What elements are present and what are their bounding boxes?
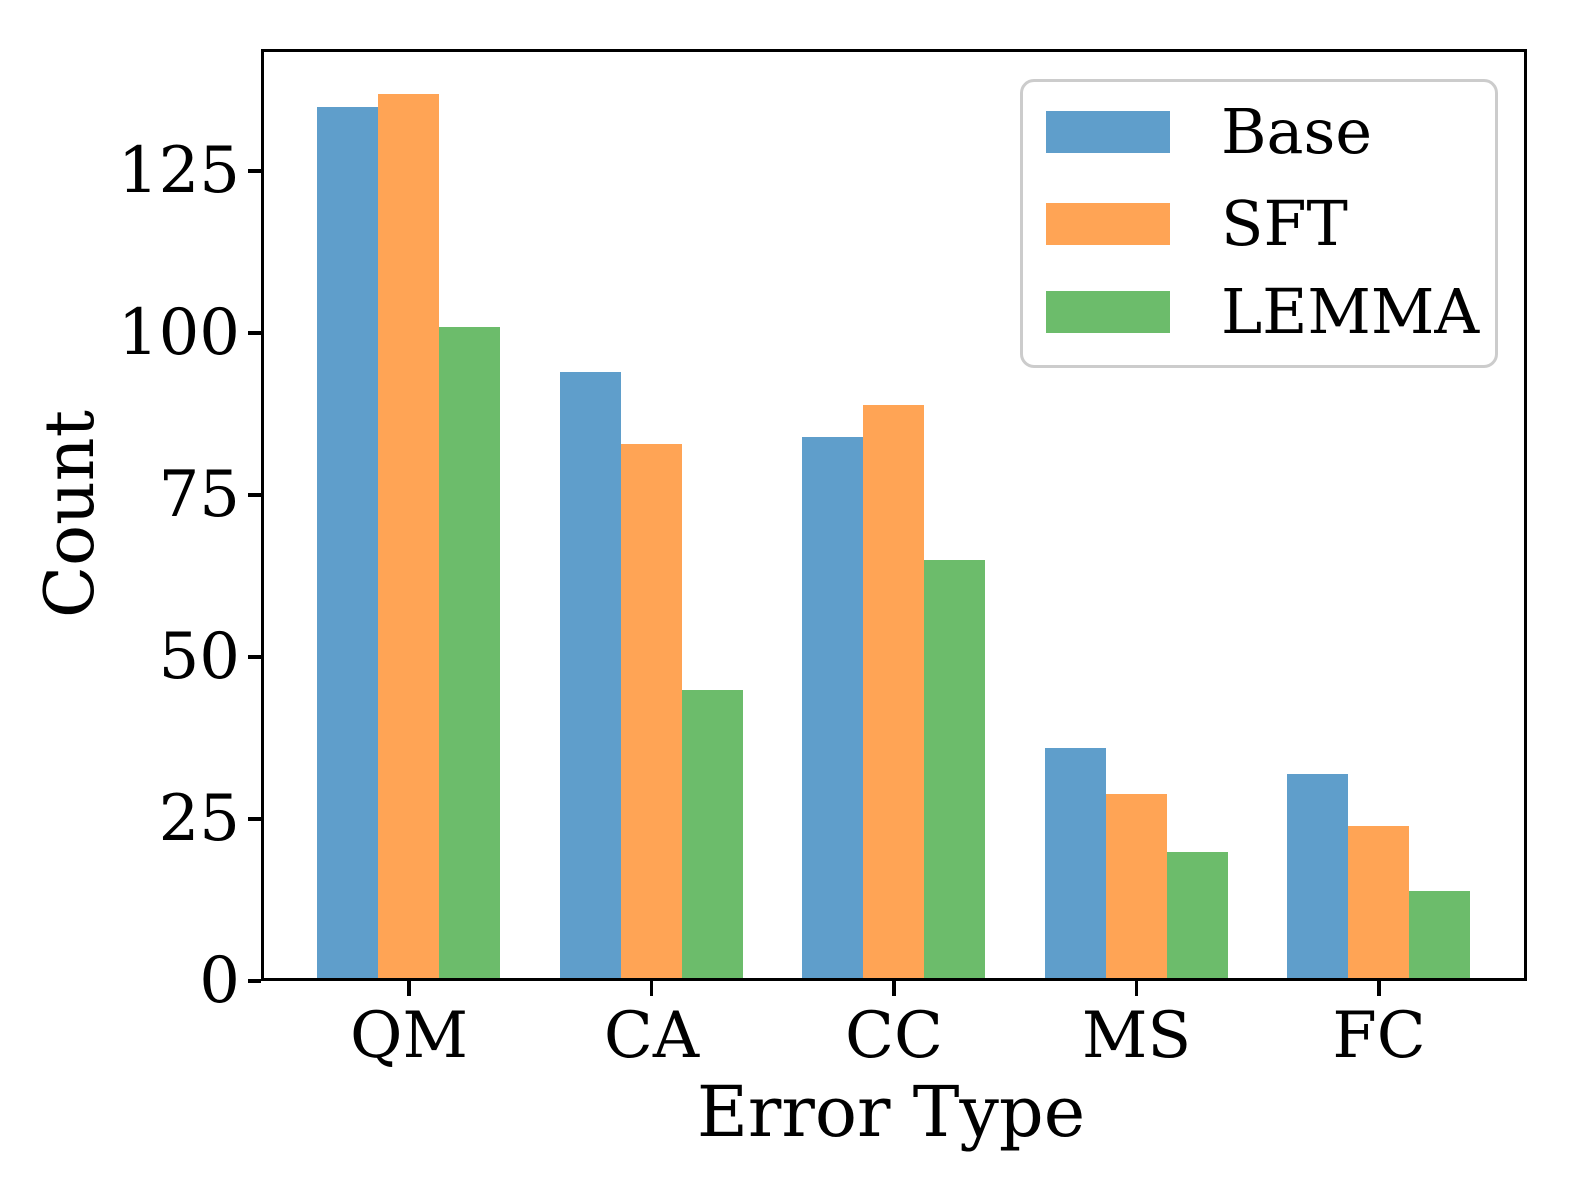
bar-ms-base — [1044, 748, 1106, 978]
y-tick-mark — [248, 493, 261, 497]
bar-ca-sft — [620, 443, 682, 978]
legend-label-lemma: LEMMA — [1221, 275, 1480, 348]
bar-qm-sft — [378, 93, 439, 978]
legend-label-sft: SFT — [1221, 187, 1348, 260]
x-tick-label-ca: CA — [603, 999, 700, 1073]
legend-row-sft: SFT — [1046, 182, 1485, 266]
y-tick-label: 50 — [158, 620, 240, 694]
plot-area — [261, 49, 1527, 981]
bar-fc-lemma — [1409, 890, 1470, 978]
bar-ca-lemma — [681, 689, 743, 978]
legend-swatch-lemma-icon — [1046, 291, 1170, 333]
x-tick-label-cc: CC — [845, 999, 943, 1073]
legend-label-base: Base — [1221, 95, 1373, 168]
y-tick-mark — [248, 655, 261, 659]
legend-row-lemma: LEMMA — [1046, 270, 1485, 354]
bar-ms-sft — [1105, 793, 1167, 978]
y-tick-mark — [248, 979, 261, 983]
y-tick-mark — [248, 331, 261, 335]
bar-qm-base — [317, 106, 378, 978]
x-axis-label: Error Type — [696, 1071, 1086, 1153]
y-tick-label: 125 — [117, 134, 240, 208]
bar-cc-base — [802, 437, 863, 978]
x-tick-mark — [407, 981, 411, 996]
bar-cc-lemma — [924, 560, 985, 978]
bar-qm-lemma — [439, 327, 500, 978]
y-tick-label: 75 — [158, 458, 240, 532]
x-tick-label-qm: QM — [350, 999, 468, 1073]
x-tick-mark — [892, 981, 896, 996]
x-tick-label-ms: MS — [1081, 999, 1192, 1073]
x-tick-mark — [1134, 981, 1139, 996]
legend-row-base: Base — [1046, 90, 1485, 174]
bar-cc-sft — [863, 404, 924, 978]
bar-ms-lemma — [1166, 851, 1228, 978]
legend-swatch-sft-icon — [1046, 203, 1170, 245]
bars-layer — [264, 52, 1524, 978]
x-tick-label-fc: FC — [1332, 999, 1426, 1073]
legend: Base SFT LEMMA — [1020, 79, 1498, 368]
y-tick-label: 25 — [158, 782, 240, 856]
legend-swatch-base-icon — [1046, 111, 1170, 153]
y-tick-mark — [248, 169, 261, 173]
x-tick-mark — [1377, 981, 1381, 996]
y-axis-label: Count — [31, 410, 110, 618]
bar-fc-base — [1287, 774, 1348, 978]
y-tick-mark — [248, 817, 261, 821]
y-tick-label: 100 — [117, 296, 240, 370]
bar-fc-sft — [1348, 825, 1409, 978]
x-tick-mark — [649, 981, 654, 996]
bar-ca-base — [559, 372, 621, 978]
y-tick-label: 0 — [199, 944, 240, 1018]
